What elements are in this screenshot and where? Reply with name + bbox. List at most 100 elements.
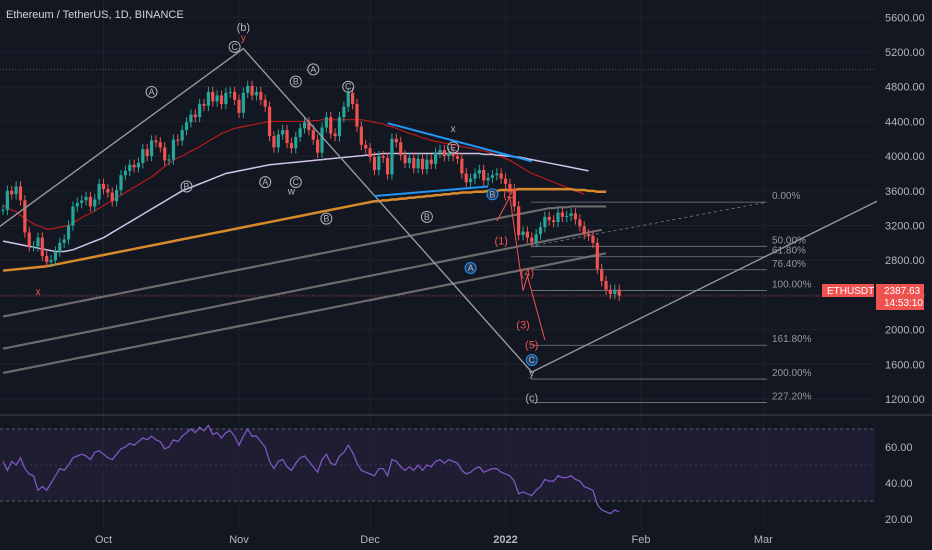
candle-body — [158, 142, 162, 148]
candle-body — [36, 237, 40, 247]
y-tick-label: 5200.00 — [885, 47, 925, 59]
candle-body — [211, 91, 215, 102]
y-tick-label: 4400.00 — [885, 116, 925, 128]
wave-abc-line — [0, 47, 878, 373]
candle-body — [403, 155, 407, 164]
candle-body — [254, 91, 259, 96]
moving-average-line — [2, 205, 607, 318]
wave-circle-label: A — [262, 177, 268, 187]
y-tick-label: 1600.00 — [885, 359, 925, 371]
candle-body — [351, 92, 355, 105]
candle-body — [294, 137, 298, 149]
rsi-pane — [0, 424, 875, 515]
wave-label: y — [529, 368, 534, 379]
candle-body — [394, 138, 398, 143]
y-tick-label: 3200.00 — [885, 221, 925, 233]
price-tag-value: 2387.63 — [884, 286, 921, 297]
candle-body — [381, 156, 385, 158]
candle-body — [23, 200, 27, 233]
candle-body — [97, 183, 101, 200]
candle-body — [613, 289, 617, 295]
candle-body — [224, 92, 228, 105]
candle-body — [136, 163, 141, 168]
candle-body — [1, 209, 5, 211]
fib-level-label: 0.00% — [772, 191, 800, 202]
wave-label: (2) — [503, 189, 516, 201]
candle-body — [289, 143, 294, 149]
candle-body — [215, 95, 219, 102]
candle-body — [320, 127, 324, 153]
candle-body — [573, 213, 578, 220]
candle-body — [547, 216, 551, 221]
candle-body — [198, 104, 202, 118]
price-tag-bg — [876, 284, 924, 310]
rsi-tick-label: 20.00 — [885, 514, 913, 526]
candle-body — [495, 173, 499, 176]
fib-level-label: 76.40% — [772, 259, 806, 270]
candle-body — [464, 173, 468, 183]
candle-body — [115, 189, 119, 202]
candle-body — [412, 157, 416, 169]
candle-body — [110, 192, 114, 202]
candle-body — [241, 92, 245, 113]
y-tick-label: 2800.00 — [885, 255, 925, 267]
candle-body — [176, 139, 180, 141]
wave-circle-label: C — [231, 42, 238, 52]
chart-title: Ethereum / TetherUS, 1D, BINANCE — [6, 9, 184, 21]
candle-body — [342, 106, 346, 118]
candle-body — [281, 130, 285, 135]
candle-body — [101, 183, 106, 190]
impulse-wave-line — [496, 195, 546, 341]
candle-body — [508, 183, 512, 190]
candle-body — [617, 289, 621, 296]
candle-body — [5, 190, 9, 210]
candle-body — [163, 147, 167, 161]
candle-body — [482, 170, 486, 181]
candle-body — [429, 159, 433, 164]
wave-circle-label: B — [293, 77, 299, 87]
moving-average-line — [2, 187, 607, 272]
candle-body — [543, 216, 547, 228]
y-tick-label: 2000.00 — [885, 325, 925, 337]
candle-body — [595, 242, 599, 269]
candle-body — [337, 117, 342, 137]
candle-body — [31, 246, 36, 248]
candle-body — [438, 150, 442, 153]
wave-circle — [228, 40, 241, 53]
candle-body — [141, 149, 145, 164]
wave-circle-label: A — [149, 87, 155, 97]
wave-label: (1) — [494, 236, 507, 248]
wave-circle — [259, 176, 272, 189]
candle-body — [40, 237, 44, 256]
candle-body — [385, 157, 390, 175]
candle-body — [591, 235, 595, 243]
candle-body — [189, 114, 193, 123]
y-tick-label: 4800.00 — [885, 82, 925, 94]
candle-body — [285, 130, 289, 144]
candle-body — [259, 91, 263, 100]
candle-body — [534, 234, 538, 242]
candle-body — [49, 260, 53, 262]
candle-body — [202, 104, 206, 106]
fib-level-label: 227.20% — [772, 391, 812, 402]
candle-body — [608, 289, 613, 295]
candle-body — [154, 140, 158, 143]
candle-body — [80, 200, 84, 203]
candle-body — [316, 139, 320, 153]
rsi-tick-label: 40.00 — [885, 478, 913, 490]
wave-label: x — [451, 124, 456, 135]
candle-body — [530, 237, 534, 242]
candle-body — [45, 255, 49, 262]
wave-circle-label: C — [529, 355, 536, 365]
triangle-lower-line — [374, 185, 489, 198]
candle-body — [58, 242, 62, 252]
wave-label: x — [35, 287, 40, 298]
candle-body — [503, 178, 508, 184]
fib-level-label: 50.00% — [772, 235, 806, 246]
x-tick-label: Dec — [360, 534, 380, 546]
wave-circle-label: B — [424, 212, 430, 222]
candle-body — [233, 91, 237, 100]
candle-body — [425, 159, 429, 170]
candle-body — [468, 178, 473, 183]
wave-circle-label: C — [293, 177, 300, 187]
